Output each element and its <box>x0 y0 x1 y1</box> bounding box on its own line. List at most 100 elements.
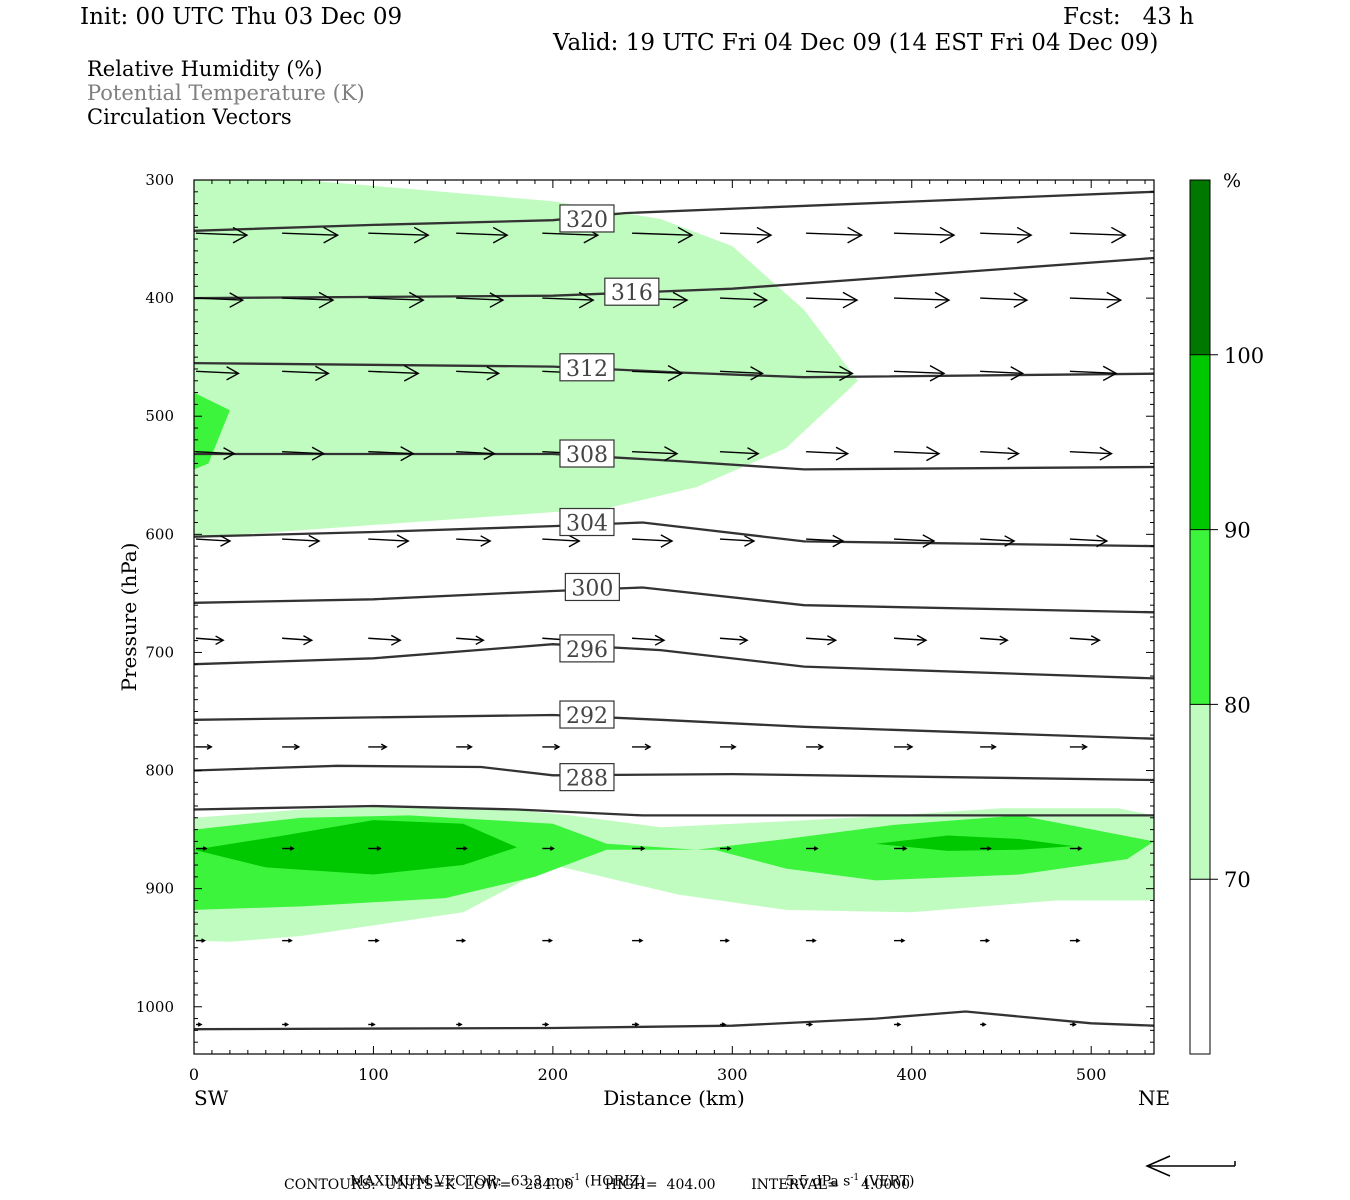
vector-arrow <box>1069 291 1123 309</box>
vector-arrow <box>282 938 293 943</box>
vector-arrow <box>368 938 380 943</box>
theta-contour-300-5 <box>194 586 1154 614</box>
vector-arrow <box>368 226 430 244</box>
theta-contour-284-10 <box>194 1010 1154 1031</box>
end-label-ne: NE <box>1138 1086 1170 1110</box>
contour-label-292: 292 <box>559 700 615 729</box>
svg-text:304: 304 <box>566 512 608 537</box>
vector-arrow <box>632 446 679 462</box>
vector-arrow <box>456 938 467 943</box>
vector-arrow <box>980 846 992 851</box>
y-tick-label: 300 <box>145 171 174 189</box>
vector-arrow <box>195 292 245 308</box>
colorbar-swatch <box>1190 180 1210 355</box>
vector-arrow <box>980 366 1025 381</box>
vector-arrow <box>456 226 509 244</box>
y-tick-label: 1000 <box>136 998 174 1016</box>
forecast-hour: Fcst: 43 h <box>1063 4 1194 30</box>
theta-contour-284-9 <box>194 804 1154 817</box>
vector-arrow <box>719 535 756 547</box>
vector-arrow <box>196 846 208 851</box>
contours-info: CONTOURS: UNITS=K LOW= 284.00 HIGH= 404.… <box>284 1177 911 1193</box>
y-tick-label: 900 <box>145 880 174 898</box>
y-tick-label: 800 <box>145 762 174 780</box>
vector-arrow <box>282 226 340 244</box>
theta-contour-296-6 <box>194 643 1154 680</box>
vector-arrow <box>542 291 595 309</box>
x-tick-label: 200 <box>538 1065 569 1084</box>
vector-arrow <box>980 743 997 750</box>
vector-arrow <box>719 1022 727 1027</box>
colorbar-swatch <box>1190 529 1210 705</box>
vector-arrow <box>632 743 652 751</box>
vector-arrow <box>719 743 737 750</box>
vector-arrow <box>632 365 684 382</box>
vector-arrow <box>196 743 213 750</box>
field-label-rh: Relative Humidity (%) <box>87 57 323 81</box>
vector-arrow <box>456 292 505 308</box>
contour-label-312: 312 <box>559 353 615 382</box>
vector-arrow <box>195 535 232 547</box>
vector-arrow <box>368 634 402 646</box>
vector-arrow <box>1069 938 1081 943</box>
contour-labels: 320 316 312 308 304 300 296 292 288 <box>559 204 660 792</box>
vector-arrow <box>456 535 492 547</box>
vector-arrow <box>632 846 646 851</box>
max-vector-label: MAXIMUM VECTOR: <box>349 1173 502 1190</box>
vector-arrow <box>1069 446 1113 461</box>
vector-arrow <box>806 1022 814 1027</box>
vector-arrow <box>368 291 425 309</box>
vector-arrow <box>542 1022 550 1027</box>
vector-arrow <box>282 446 326 461</box>
valid-time: Valid: 19 UTC Fri 04 Dec 09 (14 EST Fri … <box>553 30 1159 56</box>
vector-arrow <box>893 365 946 382</box>
x-tick-label: 400 <box>896 1065 927 1084</box>
reference-vector-arrow <box>1145 1155 1236 1177</box>
vector-arrow <box>893 534 936 548</box>
vector-arrow <box>1069 365 1118 382</box>
vector-arrow <box>542 534 581 548</box>
vector-arrow <box>542 743 561 751</box>
vector-arrow <box>282 1022 290 1027</box>
vector-arrow <box>1069 743 1088 751</box>
vector-arrow <box>632 534 674 548</box>
svg-text:296: 296 <box>566 638 608 663</box>
vector-arrow <box>456 846 468 851</box>
vector-arrow <box>806 938 817 943</box>
vector-arrow <box>456 1022 463 1027</box>
contour-label-304: 304 <box>559 507 615 537</box>
colorbar-swatch <box>1190 704 1210 880</box>
vector-arrow <box>719 635 749 646</box>
rh-region-80-1 <box>194 392 230 470</box>
y-tick-label: 600 <box>145 525 174 543</box>
svg-text:312: 312 <box>566 357 608 382</box>
vector-arrow <box>368 846 382 851</box>
y-tick-label: 500 <box>145 407 174 425</box>
vector-arrow <box>893 446 941 462</box>
vector-arrow <box>980 447 1020 461</box>
vector-arrow <box>894 938 906 943</box>
horiz-value: 63.3 <box>510 1173 542 1190</box>
rh-region-90-4 <box>194 820 517 875</box>
vert-value: 5.5 <box>785 1173 809 1190</box>
vector-arrow <box>368 446 415 462</box>
y-axis-label: Pressure (hPa) <box>117 543 141 692</box>
rh-region-70-0 <box>194 180 858 538</box>
vector-arrow <box>542 846 555 851</box>
theta-contour-288-8 <box>194 764 1154 782</box>
vector-arrow <box>196 938 206 943</box>
vector-arrow <box>282 291 335 309</box>
contour-label-316: 316 <box>604 277 660 306</box>
vector-arrow <box>719 447 760 461</box>
vector-arrow <box>632 1022 640 1027</box>
init-time: Init: 00 UTC Thu 03 Dec 09 <box>80 4 403 30</box>
vector-arrow <box>719 846 732 851</box>
contour-label-320: 320 <box>559 204 615 233</box>
x-axis-label: Distance (km) <box>603 1086 745 1110</box>
theta-contour-320-0 <box>194 190 1154 232</box>
svg-text:308: 308 <box>566 443 608 468</box>
vector-arrow <box>282 534 321 548</box>
colorbar-swatch <box>1190 354 1210 530</box>
x-tick-label: 300 <box>717 1065 748 1084</box>
